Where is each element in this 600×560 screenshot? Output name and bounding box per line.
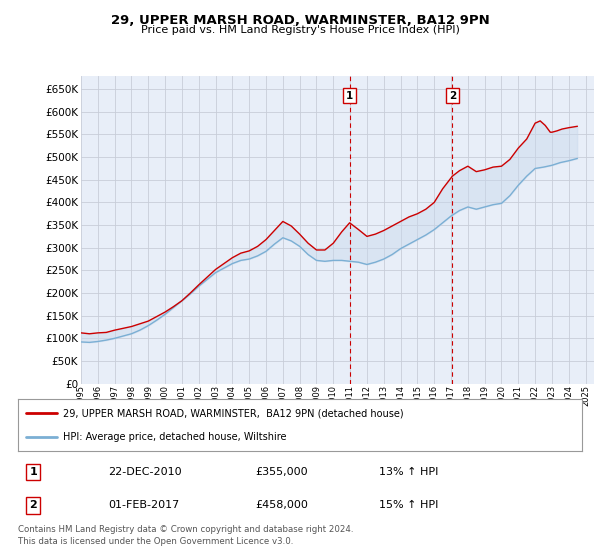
Text: 22-DEC-2010: 22-DEC-2010 [108, 468, 182, 477]
Text: 15% ↑ HPI: 15% ↑ HPI [379, 501, 439, 510]
Text: 2: 2 [29, 501, 37, 510]
Text: 1: 1 [29, 468, 37, 477]
Text: Contains HM Land Registry data © Crown copyright and database right 2024.
This d: Contains HM Land Registry data © Crown c… [18, 525, 353, 546]
Text: £458,000: £458,000 [255, 501, 308, 510]
Text: 01-FEB-2017: 01-FEB-2017 [108, 501, 179, 510]
Text: £355,000: £355,000 [255, 468, 308, 477]
Text: 13% ↑ HPI: 13% ↑ HPI [379, 468, 439, 477]
Text: HPI: Average price, detached house, Wiltshire: HPI: Average price, detached house, Wilt… [63, 432, 287, 442]
Text: 29, UPPER MARSH ROAD, WARMINSTER, BA12 9PN: 29, UPPER MARSH ROAD, WARMINSTER, BA12 9… [110, 14, 490, 27]
Text: 2: 2 [449, 91, 456, 101]
Text: 1: 1 [346, 91, 353, 101]
Text: 29, UPPER MARSH ROAD, WARMINSTER,  BA12 9PN (detached house): 29, UPPER MARSH ROAD, WARMINSTER, BA12 9… [63, 408, 404, 418]
Text: Price paid vs. HM Land Registry's House Price Index (HPI): Price paid vs. HM Land Registry's House … [140, 25, 460, 35]
